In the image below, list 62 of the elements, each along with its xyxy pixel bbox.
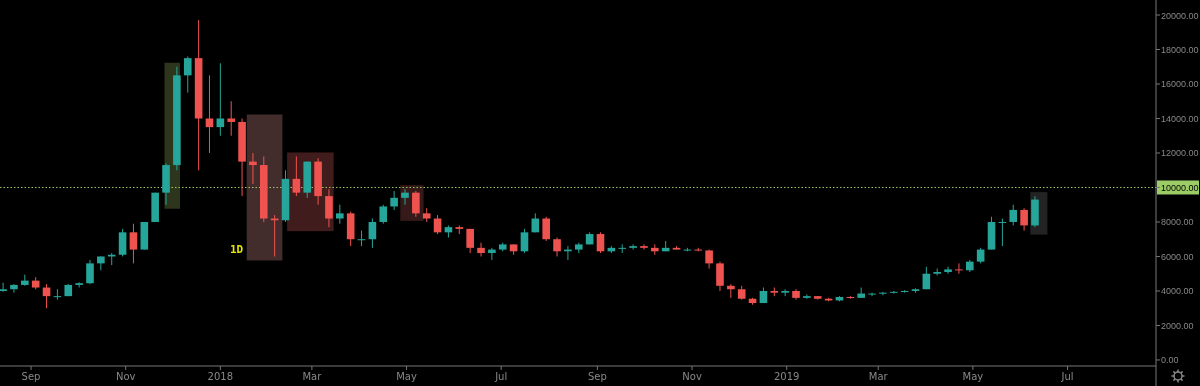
y-tick-label: 2000.00	[1161, 320, 1194, 331]
candlestick	[781, 288, 789, 297]
candlestick	[249, 152, 257, 185]
candlestick	[1020, 207, 1028, 232]
y-tick-label: 10000.00	[1161, 182, 1199, 193]
candlestick	[412, 190, 420, 218]
y-tick-label: 14000.00	[1161, 113, 1199, 124]
candlestick	[10, 283, 18, 294]
y-tick-label: 8000.00	[1161, 217, 1194, 228]
candlestick	[0, 282, 7, 293]
x-tick-label: Nov	[115, 371, 136, 382]
candlestick	[477, 242, 485, 257]
annotation: 1D	[230, 243, 244, 256]
candlestick	[97, 255, 105, 271]
candlestick	[629, 243, 637, 251]
candlestick	[216, 62, 225, 137]
x-tick-label: Jul	[494, 371, 508, 382]
y-tick-label: 16000.00	[1161, 79, 1199, 90]
candlestick	[716, 261, 724, 292]
y-tick-label: 18000.00	[1161, 45, 1199, 55]
x-tick-label: Jul	[1060, 371, 1074, 382]
x-tick-label: 2018	[207, 371, 234, 382]
candlestick	[596, 231, 605, 254]
y-tick-label: 12000.00	[1161, 148, 1199, 159]
x-tick-label: May	[962, 371, 984, 382]
candlestick	[803, 293, 811, 300]
candlestick	[944, 266, 952, 275]
candlestick	[325, 188, 333, 228]
candlestick	[227, 100, 235, 137]
candlestick	[183, 55, 192, 94]
candlestick	[390, 190, 398, 211]
y-tick-label: 20000.00	[1161, 10, 1199, 21]
candlestick	[86, 259, 94, 285]
x-tick-label: Sep	[21, 371, 41, 382]
candlestick	[75, 281, 83, 289]
candlestick	[868, 292, 876, 297]
candlestick	[553, 237, 561, 257]
candlestick	[368, 218, 377, 249]
candlestick	[640, 243, 648, 251]
x-tick-label: May	[396, 371, 417, 382]
y-tick-label: 4000.00	[1161, 286, 1194, 297]
x-tick-label: Mar	[868, 371, 889, 382]
y-tick-label: 6000.00	[1161, 251, 1194, 262]
candlestick	[118, 228, 127, 257]
candlestick	[292, 155, 301, 197]
y-tick-label: 0.00	[1161, 355, 1179, 366]
x-tick-label: Sep	[587, 371, 607, 382]
candlestick	[488, 247, 496, 261]
candlestick	[466, 228, 474, 254]
candlestick	[129, 223, 138, 264]
candlestick	[205, 74, 214, 154]
candlestick	[520, 228, 529, 254]
candlestick	[542, 216, 550, 242]
candlestick	[879, 291, 887, 296]
candlestick	[1009, 204, 1018, 226]
x-tick-label: Mar	[302, 371, 323, 382]
candlestick	[336, 204, 344, 225]
candlestick	[379, 204, 388, 225]
x-tick-label: Nov	[682, 371, 702, 382]
candlestick	[955, 262, 963, 275]
x-tick-label: 2019	[773, 371, 800, 382]
candlestick	[401, 188, 409, 206]
